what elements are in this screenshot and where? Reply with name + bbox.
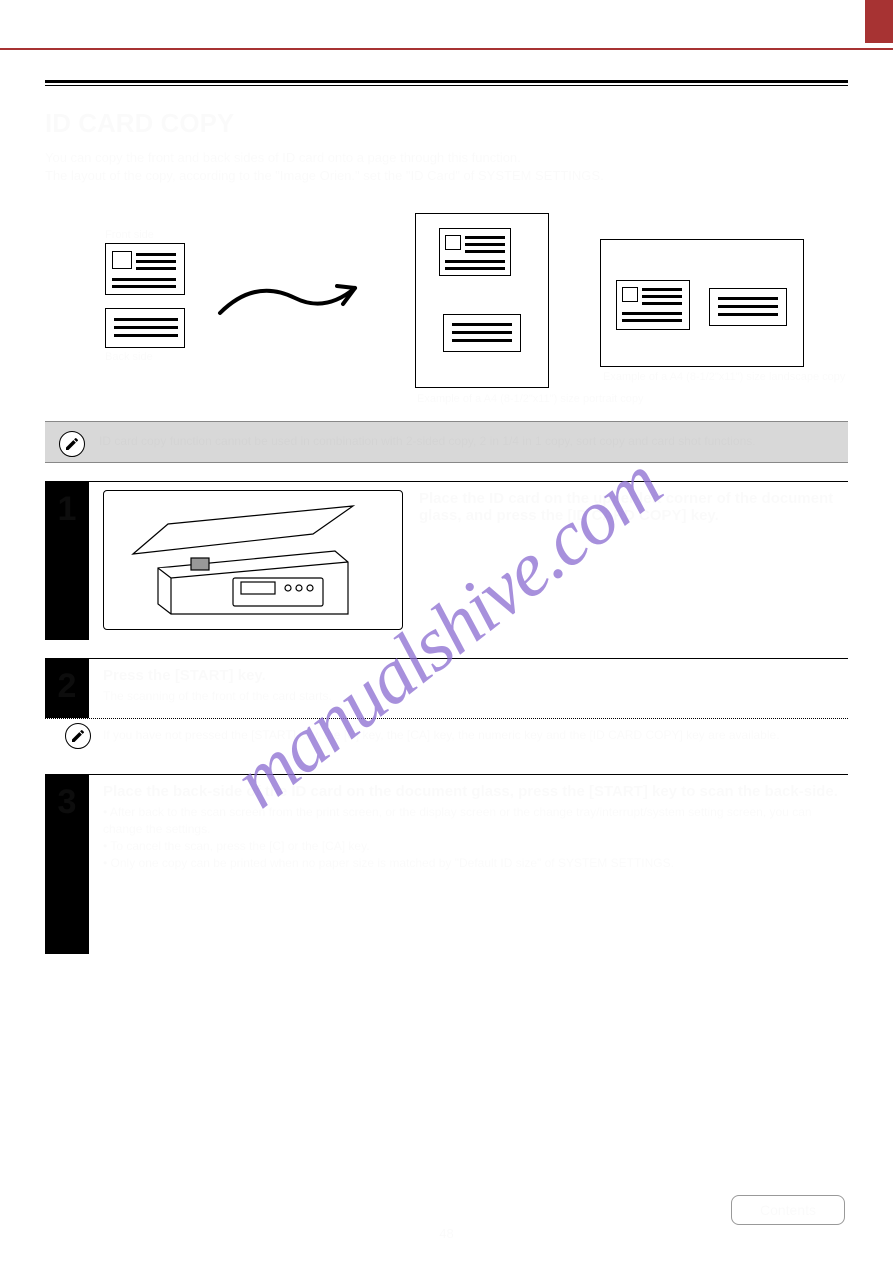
step-2-note: If you have not pressed the [START] key,… (45, 719, 848, 756)
id-card-front (105, 243, 185, 295)
step-2-note-text: If you have not pressed the [START] key,… (103, 727, 780, 744)
landscape-result (600, 239, 804, 367)
printer-illustration (103, 490, 403, 630)
step-2: 2 Press the [START] key. The scanning of… (45, 658, 848, 718)
diagram-section: Front side Back side Example of a A4 (8-… (45, 213, 848, 413)
page-number: 48 (439, 1226, 453, 1241)
header-rule (45, 80, 848, 86)
front-label: Front side (105, 229, 154, 241)
portrait-label: Example of a A4 (8-1/2"x11") size portra… (417, 393, 644, 405)
subtitle-1: You can copy the front and back sides of… (45, 149, 848, 167)
step-3-number: 3 (45, 775, 89, 954)
step-2-number: 2 (45, 659, 89, 718)
step-3: 3 Place the back-side of the ID card on … (45, 774, 848, 954)
step-1: 1 Pla (45, 481, 848, 640)
step-3-body-2: • To cancel the scan, press the [C] or t… (103, 838, 848, 855)
step-2-body: The scanning of the front of the card st… (103, 688, 848, 705)
step-1-number: 1 (45, 482, 89, 640)
corner-accent (865, 0, 893, 43)
top-bar (0, 0, 893, 50)
back-label: Back side (105, 351, 153, 363)
arrow-icon (215, 268, 385, 328)
step-1-title: Place the ID card on the upper left corn… (419, 490, 838, 524)
note-bar: ID card copy function cannot be used in … (45, 421, 848, 463)
contents-button[interactable]: Contents (731, 1195, 845, 1225)
step-2-title: Press the [START] key. (103, 667, 848, 684)
page-title: ID CARD COPY (45, 108, 848, 139)
subtitle-2: The layout of the copy, according to the… (45, 167, 848, 185)
step-3-body-1: • After back to the scan screen from the… (103, 804, 848, 838)
note-text: ID card copy function cannot be used in … (99, 434, 838, 450)
note-icon (65, 723, 91, 749)
note-icon (59, 431, 85, 457)
landscape-label: Example of a A4 (8-1/2"x11") size landsc… (603, 371, 845, 383)
step-3-title: Place the back-side of the ID card on th… (103, 783, 848, 800)
portrait-result (415, 213, 549, 388)
step-3-body-3: • Only one copy can be printed when no p… (103, 855, 848, 872)
id-card-back (105, 308, 185, 348)
page-content: ID CARD COPY You can copy the front and … (0, 80, 893, 954)
